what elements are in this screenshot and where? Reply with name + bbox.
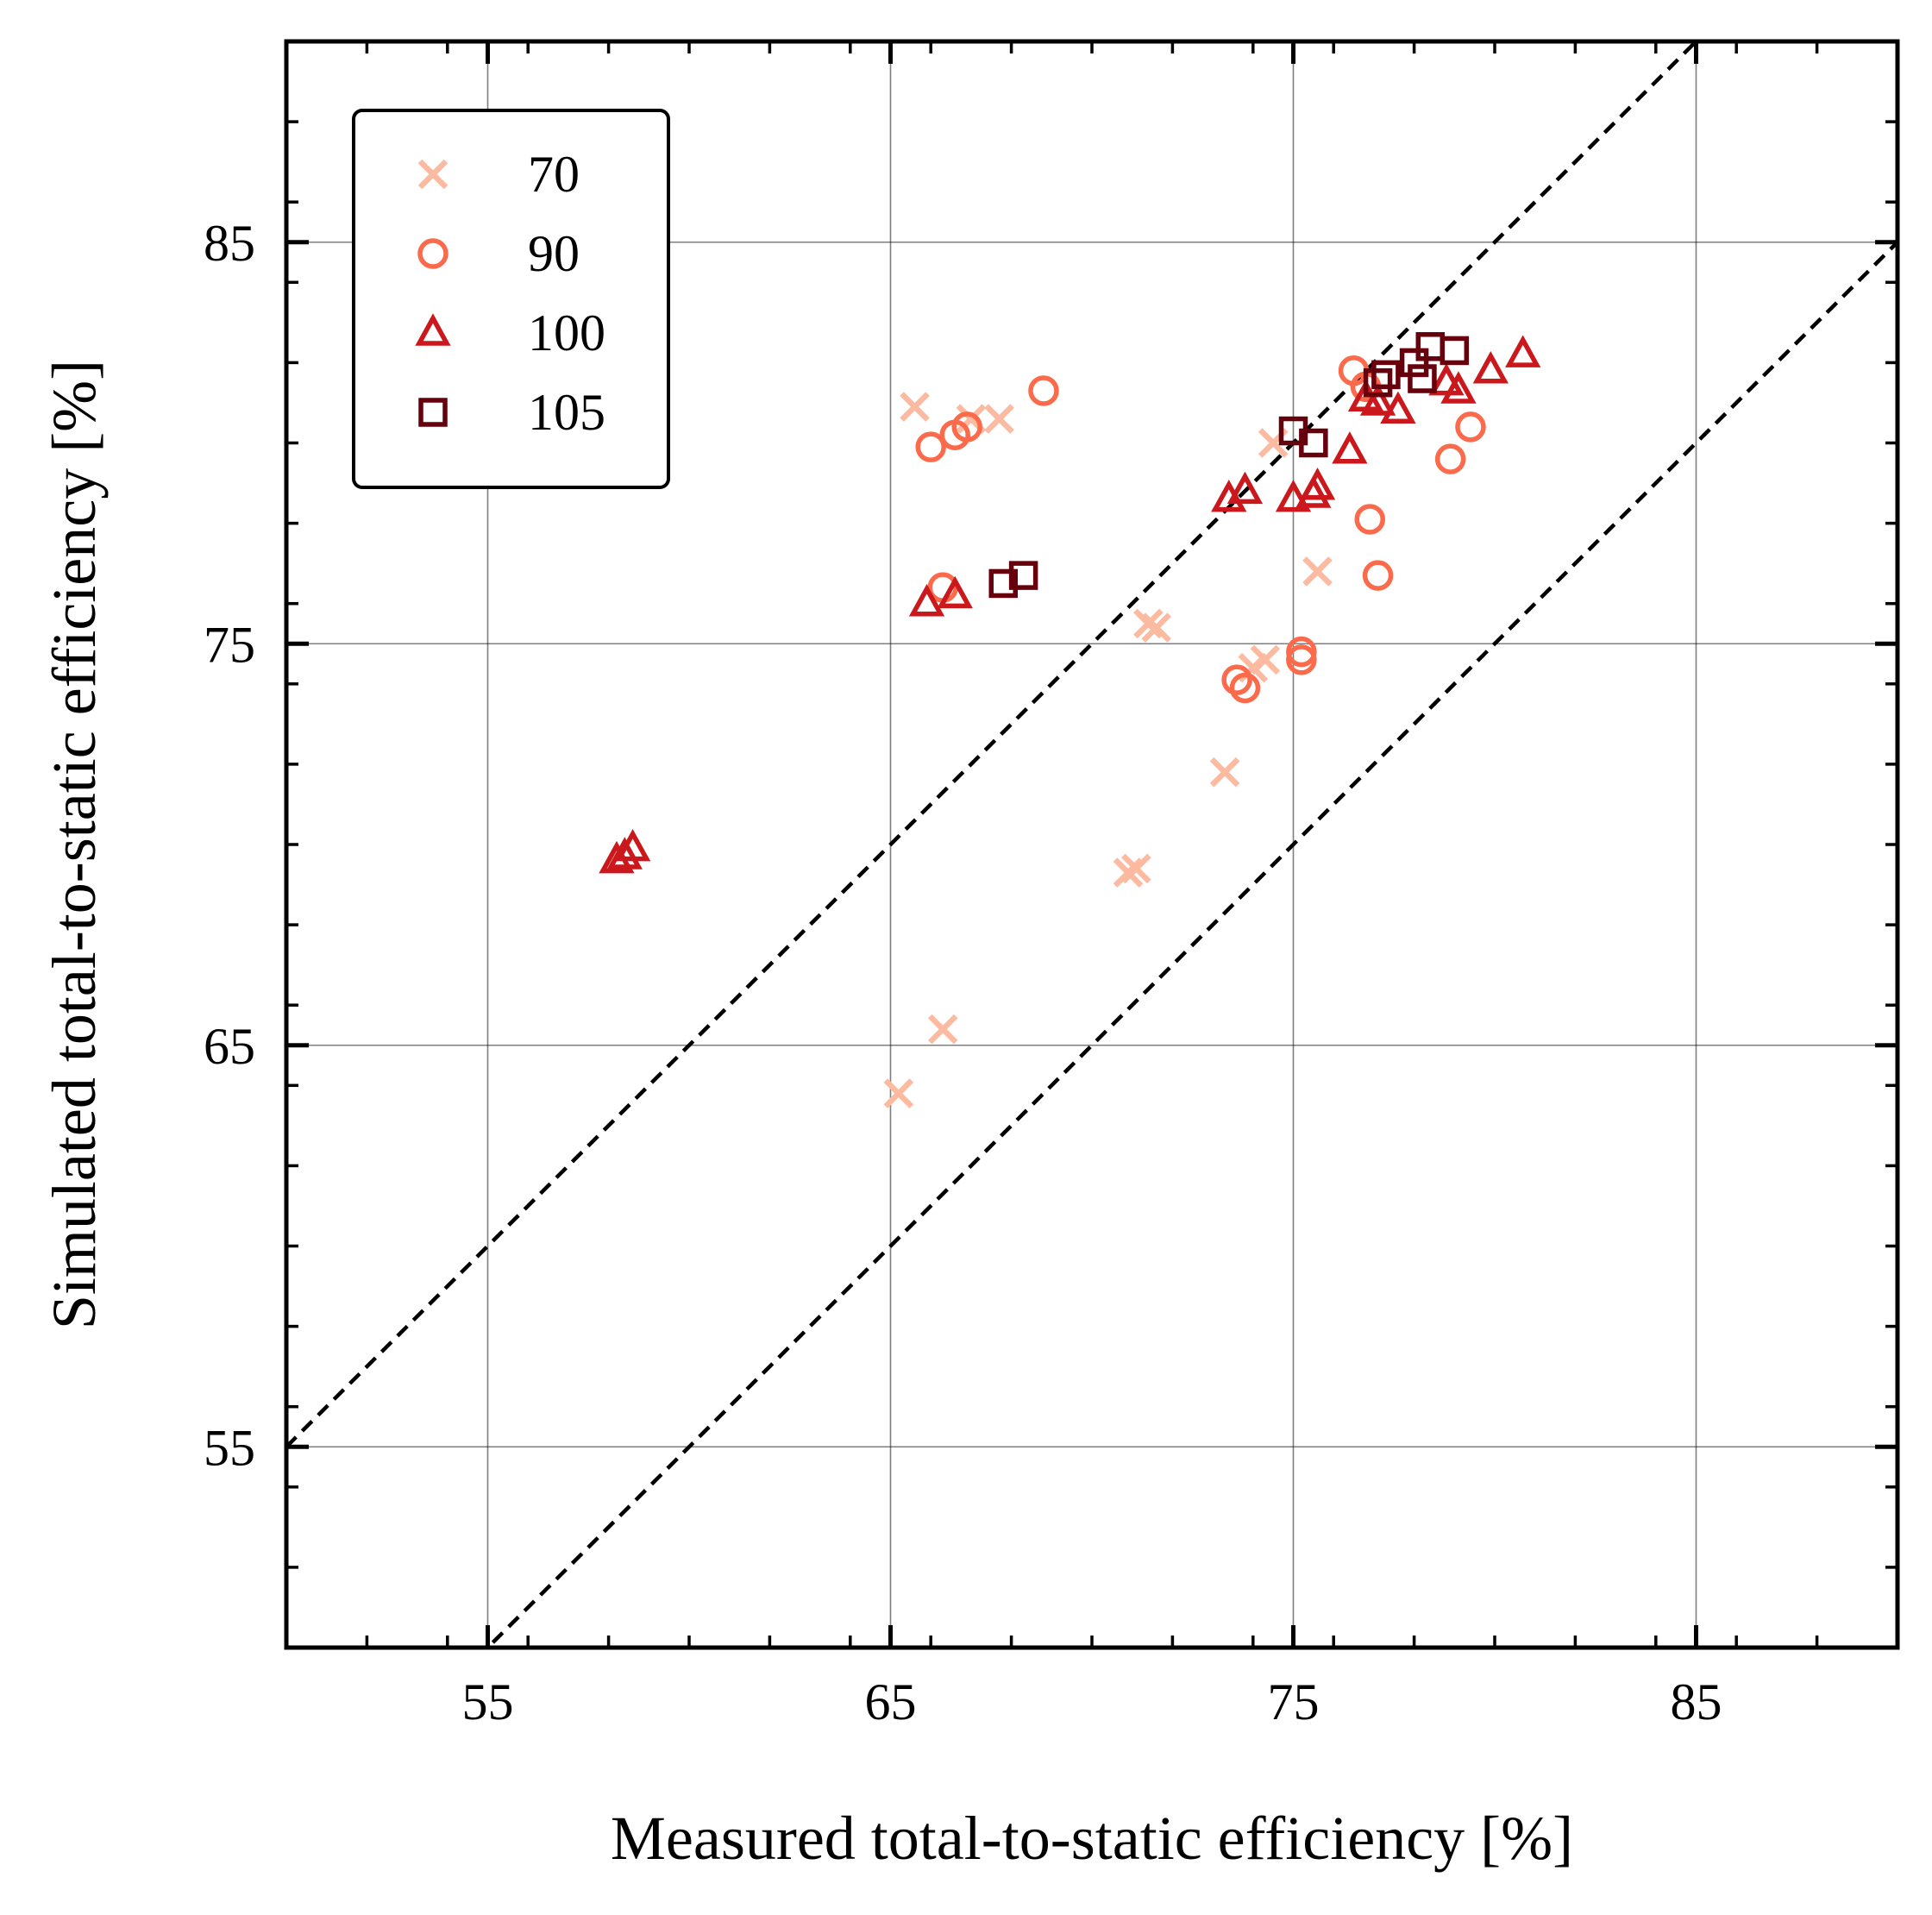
- data-point-100: [1472, 351, 1509, 384]
- data-point-90: [915, 431, 946, 462]
- data-point-105: [1408, 364, 1437, 393]
- reference-lines: [286, 41, 1898, 1648]
- data-point-100: [1226, 471, 1264, 505]
- series-70: [883, 392, 1333, 1108]
- y-tick-label: 85: [204, 215, 255, 272]
- y-tick-label: 55: [204, 1419, 255, 1476]
- data-point-90: [1455, 411, 1486, 443]
- legend-marker-90: [417, 238, 448, 269]
- data-point-70: [883, 1078, 914, 1108]
- data-point-100: [1505, 335, 1541, 367]
- data-point-90: [1229, 672, 1261, 704]
- series-100: [599, 335, 1541, 874]
- data-point-70: [927, 1014, 958, 1045]
- data-point-90: [1354, 504, 1385, 535]
- data-point-100: [937, 575, 973, 609]
- data-point-70: [1141, 612, 1172, 643]
- data-point-100: [1428, 362, 1465, 396]
- legend-label-105: 105: [528, 384, 605, 441]
- reference-line: [286, 41, 1699, 1448]
- data-point-100: [1275, 479, 1312, 512]
- x-tick-label: 85: [1671, 1673, 1722, 1730]
- y-tick-label: 65: [204, 1018, 255, 1075]
- legend-label-100: 100: [528, 305, 605, 361]
- legend-marker-105: [418, 398, 448, 427]
- legend: 70 90 100 105: [352, 109, 670, 489]
- data-point-90: [1362, 560, 1394, 591]
- data-point-70: [900, 392, 930, 422]
- x-tick-label: 55: [462, 1673, 514, 1730]
- tick-labels: 55 65 75 85 55 65 75 85: [204, 215, 1722, 1730]
- data-point-105: [1371, 360, 1401, 390]
- data-point-90: [1028, 375, 1059, 406]
- data-point-90: [951, 411, 982, 443]
- data-point-100: [614, 828, 651, 862]
- data-point-90: [1434, 443, 1466, 474]
- data-point-90: [1221, 664, 1252, 695]
- data-point-70: [1133, 608, 1164, 639]
- data-point-105: [1299, 428, 1328, 458]
- data-point-70: [1302, 556, 1333, 587]
- legend-marker-100: [415, 313, 451, 346]
- series-90: [915, 355, 1486, 704]
- y-axis-label: Simulated total-to-static efficiency [%]: [40, 360, 109, 1329]
- data-point-100: [1359, 383, 1396, 416]
- data-point-105: [1363, 367, 1393, 398]
- data-point-100: [1380, 391, 1416, 424]
- data-point-100: [1299, 468, 1336, 500]
- data-markers: [599, 332, 1541, 1108]
- data-point-90: [1286, 644, 1317, 675]
- data-point-70: [1121, 853, 1151, 884]
- data-point-70: [1209, 757, 1240, 788]
- data-point-105: [1008, 561, 1038, 590]
- data-point-100: [1332, 431, 1368, 464]
- reference-line: [485, 241, 1898, 1648]
- x-axis-label: Measured total-to-static efficiency [%]: [611, 1804, 1573, 1873]
- data-point-100: [606, 837, 643, 870]
- y-tick-label: 75: [204, 616, 255, 673]
- x-tick-label: 65: [865, 1673, 917, 1730]
- legend-label-90: 90: [528, 225, 580, 282]
- data-point-105: [1399, 348, 1429, 378]
- series-105: [988, 332, 1470, 599]
- legend-box: [352, 109, 670, 489]
- axis-ticks: [286, 41, 1898, 1648]
- data-point-70: [1113, 857, 1144, 888]
- data-point-70: [984, 404, 1014, 434]
- legend-label-70: 70: [528, 146, 580, 203]
- data-point-105: [988, 568, 1019, 599]
- data-point-100: [908, 584, 945, 617]
- data-point-100: [1440, 371, 1477, 404]
- data-point-105: [1440, 336, 1470, 366]
- x-tick-label: 75: [1268, 1673, 1320, 1730]
- legend-marker-70: [417, 159, 448, 190]
